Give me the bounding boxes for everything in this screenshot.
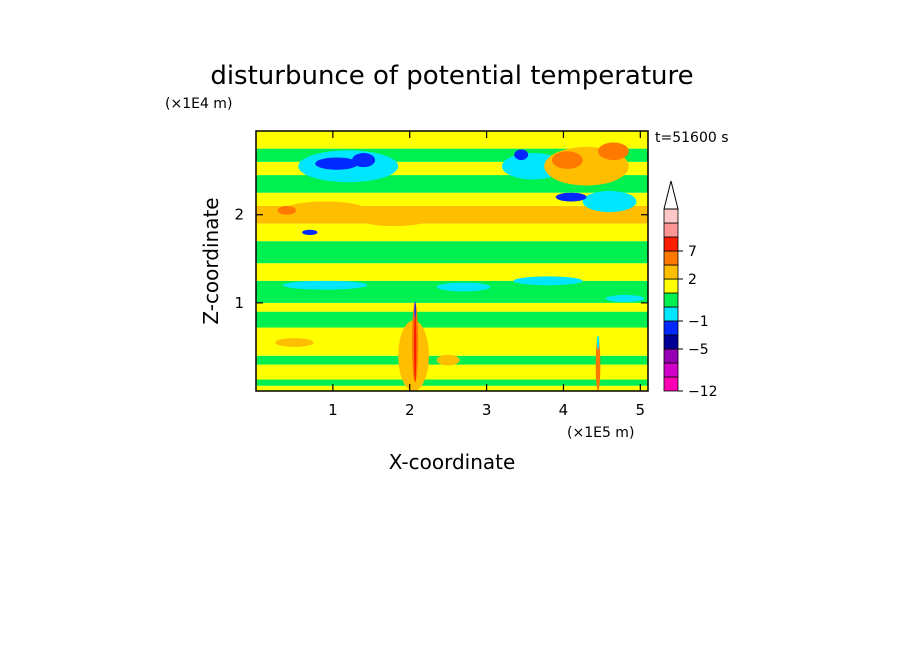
field-feature-16 bbox=[598, 142, 629, 161]
colorbar-tick-label: 7 bbox=[688, 244, 697, 260]
field-band-5 bbox=[256, 311, 648, 328]
x-unit-label: (×1E5 m) bbox=[567, 425, 634, 441]
field-feature-6 bbox=[582, 190, 637, 213]
field-band-2 bbox=[256, 364, 648, 380]
time-label: t=51600 s bbox=[655, 130, 729, 146]
colorbar-tick-label: −5 bbox=[688, 342, 709, 358]
colorbar-swatch bbox=[663, 306, 679, 322]
colorbar-swatch bbox=[663, 348, 679, 364]
y-unit-label: (×1E4 m) bbox=[165, 96, 232, 112]
field-feature-13 bbox=[282, 201, 368, 220]
field-feature-14 bbox=[359, 212, 429, 227]
x-tick-label: 5 bbox=[636, 401, 646, 419]
field-feature-3 bbox=[605, 294, 645, 302]
field-feature-11 bbox=[555, 192, 587, 202]
colorbar-tick-label: −1 bbox=[688, 314, 709, 330]
field-feature-8 bbox=[352, 153, 376, 168]
field-feature-9 bbox=[514, 149, 529, 161]
field-bands bbox=[256, 131, 648, 391]
field-band-9 bbox=[256, 241, 648, 264]
x-tick-label: 4 bbox=[559, 401, 569, 419]
x-tick-label: 3 bbox=[482, 401, 492, 419]
x-axis-ticks: 1 2 3 4 5 bbox=[328, 131, 645, 419]
field-feature-21 bbox=[414, 301, 416, 319]
colorbar-tick-label: −12 bbox=[688, 384, 718, 400]
colorbar-swatch bbox=[663, 376, 679, 392]
field-feature-10 bbox=[302, 229, 318, 235]
field-band-6 bbox=[256, 302, 648, 312]
field-feature-7 bbox=[315, 157, 359, 170]
colorbar-swatch bbox=[663, 236, 679, 252]
field-feature-2 bbox=[513, 276, 583, 286]
field-features bbox=[275, 142, 645, 391]
colorbar-swatch bbox=[663, 222, 679, 238]
colorbar-swatch bbox=[663, 362, 679, 378]
field-feature-25 bbox=[275, 338, 314, 347]
plot-area bbox=[256, 131, 648, 391]
field-feature-24 bbox=[436, 354, 460, 366]
colorbar-swatch bbox=[663, 208, 679, 224]
colorbar-swatch bbox=[663, 250, 679, 266]
field-band-12 bbox=[256, 192, 648, 206]
field-feature-15 bbox=[551, 151, 583, 169]
y-tick-label: 1 bbox=[234, 294, 244, 312]
field-band-8 bbox=[256, 263, 648, 281]
y-axis-label: Z-coordinate bbox=[199, 197, 223, 324]
x-axis-label: X-coordinate bbox=[389, 450, 516, 474]
colorbar-swatch bbox=[663, 334, 679, 350]
field-band-4 bbox=[256, 327, 648, 356]
field-feature-1 bbox=[436, 282, 491, 292]
field-feature-0 bbox=[282, 280, 368, 290]
plot-frame bbox=[255, 130, 649, 392]
field-feature-23 bbox=[596, 335, 600, 350]
x-tick-label: 2 bbox=[405, 401, 415, 419]
colorbar-swatch bbox=[663, 320, 679, 336]
x-tick-label: 1 bbox=[328, 401, 338, 419]
field-band-0 bbox=[256, 385, 648, 391]
colorbar-swatch bbox=[663, 278, 679, 294]
field-band-1 bbox=[256, 379, 648, 386]
field-feature-17 bbox=[277, 205, 296, 215]
colorbar: −12−5−127 bbox=[663, 180, 718, 400]
y-tick-label: 2 bbox=[234, 206, 244, 224]
colorbar-swatch bbox=[663, 292, 679, 308]
field-feature-20 bbox=[413, 311, 417, 383]
y-axis-ticks: 12 bbox=[234, 206, 648, 312]
colorbar-swatch bbox=[663, 264, 679, 280]
colorbar-tick-label: 2 bbox=[688, 272, 697, 288]
colorbar-extend-arrow bbox=[663, 180, 679, 210]
field-band-10 bbox=[256, 223, 648, 242]
field-feature-22 bbox=[595, 338, 601, 391]
field-band-16 bbox=[256, 131, 648, 149]
chart-title: disturbunce of potential temperature bbox=[210, 61, 693, 91]
